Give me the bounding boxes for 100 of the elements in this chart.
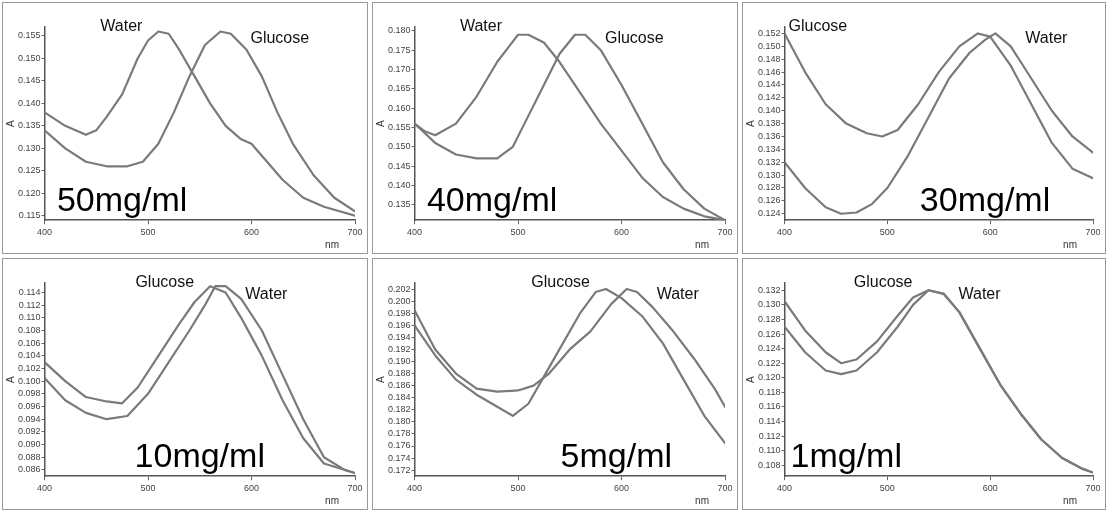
x-axis-title: nm — [695, 494, 709, 506]
x-tick-label: 600 — [243, 227, 260, 238]
x-tick-label: 400 — [407, 483, 423, 494]
x-tick-label: 500 — [879, 227, 895, 238]
y-tick-label: 0.140 — [757, 105, 781, 116]
x-tick-label: 700 — [717, 227, 733, 238]
y-tick-label: 0.130 — [17, 142, 41, 153]
y-tick-label: 0.124 — [757, 343, 781, 354]
y-tick-label: 0.144 — [757, 79, 781, 90]
series-label: Glucose — [250, 29, 310, 47]
y-tick-label: 0.172 — [387, 464, 411, 475]
y-axis-title: A — [744, 119, 756, 127]
y-tick-label: 0.136 — [757, 130, 781, 141]
annotation: 10mg/ml — [134, 435, 265, 474]
y-tick-label: 0.200 — [387, 295, 411, 306]
y-axis-title: A — [374, 375, 386, 383]
y-tick-label: 0.092 — [17, 426, 41, 437]
x-tick-label: 700 — [1085, 227, 1101, 238]
y-tick-label: 0.165 — [387, 83, 411, 94]
y-tick-label: 0.110 — [758, 445, 781, 456]
y-tick-label: 0.140 — [387, 179, 411, 190]
y-tick-label: 0.096 — [17, 401, 41, 412]
x-axis-title: nm — [695, 238, 709, 250]
y-tick-label: 0.184 — [387, 392, 411, 403]
y-tick-label: 0.132 — [757, 156, 781, 167]
x-tick-label: 600 — [243, 483, 260, 494]
y-tick-label: 0.202 — [387, 283, 411, 294]
annotation: 40mg/ml — [426, 179, 558, 218]
annotation: 5mg/ml — [560, 435, 673, 474]
x-tick-label: 700 — [1085, 483, 1101, 494]
x-tick-label: 400 — [37, 227, 53, 238]
y-axis-title: A — [4, 375, 16, 383]
x-tick-label: 700 — [717, 483, 733, 494]
x-tick-label: 500 — [140, 483, 156, 494]
x-tick-label: 600 — [982, 483, 998, 494]
series-label: Water — [459, 17, 503, 35]
y-tick-label: 0.134 — [757, 143, 781, 154]
y-tick-label: 0.116 — [758, 401, 781, 412]
y-tick-label: 0.090 — [17, 439, 41, 450]
y-tick-label: 0.145 — [387, 160, 411, 171]
y-tick-label: 0.098 — [17, 388, 41, 399]
y-tick-label: 0.132 — [757, 284, 781, 295]
series-label: Glucose — [531, 273, 591, 291]
y-tick-label: 0.186 — [387, 380, 411, 391]
y-tick-label: 0.198 — [387, 307, 411, 318]
x-axis-title: nm — [1063, 494, 1077, 506]
y-tick-label: 0.100 — [17, 375, 41, 386]
y-tick-label: 0.108 — [757, 459, 781, 470]
y-tick-label: 0.152 — [757, 27, 781, 38]
y-tick-label: 0.140 — [17, 97, 41, 108]
y-tick-label: 0.106 — [17, 337, 41, 348]
y-tick-label: 0.174 — [387, 452, 411, 463]
series-label: Water — [100, 17, 144, 35]
y-tick-label: 0.114 — [18, 286, 41, 297]
y-tick-label: 0.102 — [17, 363, 41, 373]
y-tick-label: 0.130 — [757, 169, 781, 180]
series-label: Water — [958, 285, 1002, 303]
y-tick-label: 0.130 — [757, 299, 781, 310]
y-tick-label: 0.114 — [758, 416, 781, 427]
y-tick-label: 0.138 — [757, 118, 781, 129]
y-tick-label: 0.155 — [17, 30, 41, 41]
y-tick-label: 0.182 — [387, 404, 411, 415]
y-tick-label: 0.196 — [387, 319, 411, 330]
y-tick-label: 0.188 — [387, 368, 411, 379]
y-tick-label: 0.115 — [18, 210, 41, 221]
x-tick-label: 500 — [510, 227, 526, 238]
y-tick-label: 0.150 — [387, 141, 411, 152]
y-tick-label: 0.118 — [758, 386, 781, 397]
y-tick-label: 0.155 — [387, 121, 411, 132]
y-tick-label: 0.128 — [757, 182, 781, 193]
series-label: Water — [656, 285, 700, 303]
y-tick-label: 0.146 — [757, 66, 781, 77]
annotation: 1mg/ml — [790, 435, 902, 474]
y-tick-label: 0.086 — [17, 464, 41, 475]
x-tick-label: 600 — [613, 227, 630, 238]
y-tick-label: 0.094 — [17, 413, 41, 424]
x-axis-title: nm — [1063, 238, 1077, 250]
x-tick-label: 600 — [982, 227, 998, 238]
y-axis-title: A — [4, 119, 16, 127]
x-tick-label: 500 — [510, 483, 526, 494]
annotation: 50mg/ml — [56, 179, 188, 218]
y-tick-label: 0.180 — [387, 25, 411, 36]
y-tick-label: 0.148 — [757, 53, 781, 64]
y-tick-label: 0.135 — [17, 120, 41, 131]
y-tick-label: 0.150 — [17, 52, 41, 63]
y-tick-label: 0.175 — [387, 44, 411, 55]
y-tick-label: 0.125 — [17, 165, 41, 176]
series-label: Glucose — [135, 273, 195, 291]
y-tick-label: 0.170 — [387, 63, 411, 74]
y-tick-label: 0.176 — [387, 440, 411, 451]
y-tick-label: 0.088 — [17, 451, 41, 462]
y-tick-label: 0.110 — [18, 312, 41, 323]
series-label: Water — [1025, 29, 1069, 47]
series-label: Glucose — [604, 29, 664, 47]
y-tick-label: 0.192 — [387, 343, 411, 354]
y-axis-title: A — [374, 119, 386, 127]
y-tick-label: 0.178 — [387, 428, 411, 439]
x-tick-label: 400 — [407, 227, 423, 238]
x-tick-label: 500 — [140, 227, 156, 238]
y-tick-label: 0.142 — [757, 92, 781, 103]
